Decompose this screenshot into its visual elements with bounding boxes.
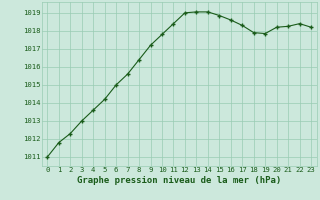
X-axis label: Graphe pression niveau de la mer (hPa): Graphe pression niveau de la mer (hPa) (77, 176, 281, 185)
